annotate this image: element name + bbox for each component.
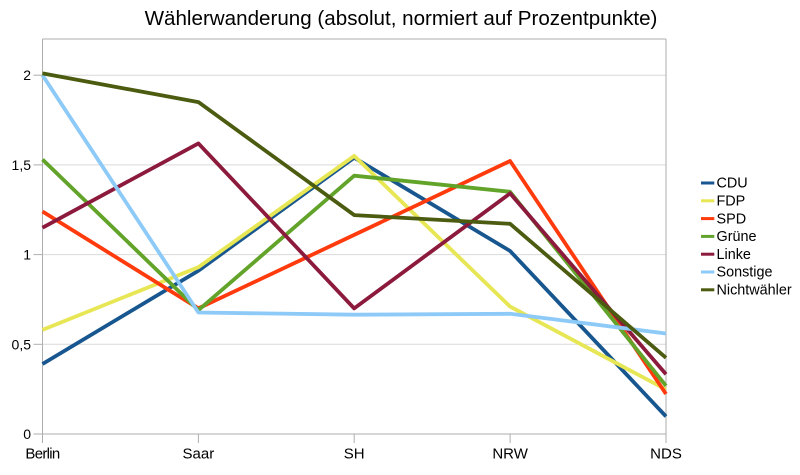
svg-text:Grüne: Grüne [717, 229, 757, 245]
svg-text:1: 1 [23, 247, 31, 263]
svg-text:Sonstige: Sonstige [717, 265, 773, 281]
svg-text:Nichtwähler: Nichtwähler [717, 283, 792, 299]
svg-text:Linke: Linke [717, 247, 751, 263]
svg-text:2: 2 [23, 67, 31, 83]
svg-text:FDP: FDP [717, 194, 746, 210]
svg-text:Berlin: Berlin [25, 445, 60, 462]
svg-text:CDU: CDU [717, 176, 748, 192]
svg-text:NDS: NDS [650, 445, 682, 462]
svg-text:Wählerwanderung (absolut, norm: Wählerwanderung (absolut, normiert auf P… [145, 7, 658, 30]
svg-text:1,5: 1,5 [12, 157, 32, 173]
svg-text:NRW: NRW [492, 445, 528, 462]
svg-text:SH: SH [344, 445, 365, 462]
svg-text:0: 0 [23, 426, 31, 442]
svg-text:0,5: 0,5 [12, 336, 32, 352]
svg-text:Saar: Saar [183, 445, 215, 462]
svg-text:SPD: SPD [717, 211, 747, 227]
